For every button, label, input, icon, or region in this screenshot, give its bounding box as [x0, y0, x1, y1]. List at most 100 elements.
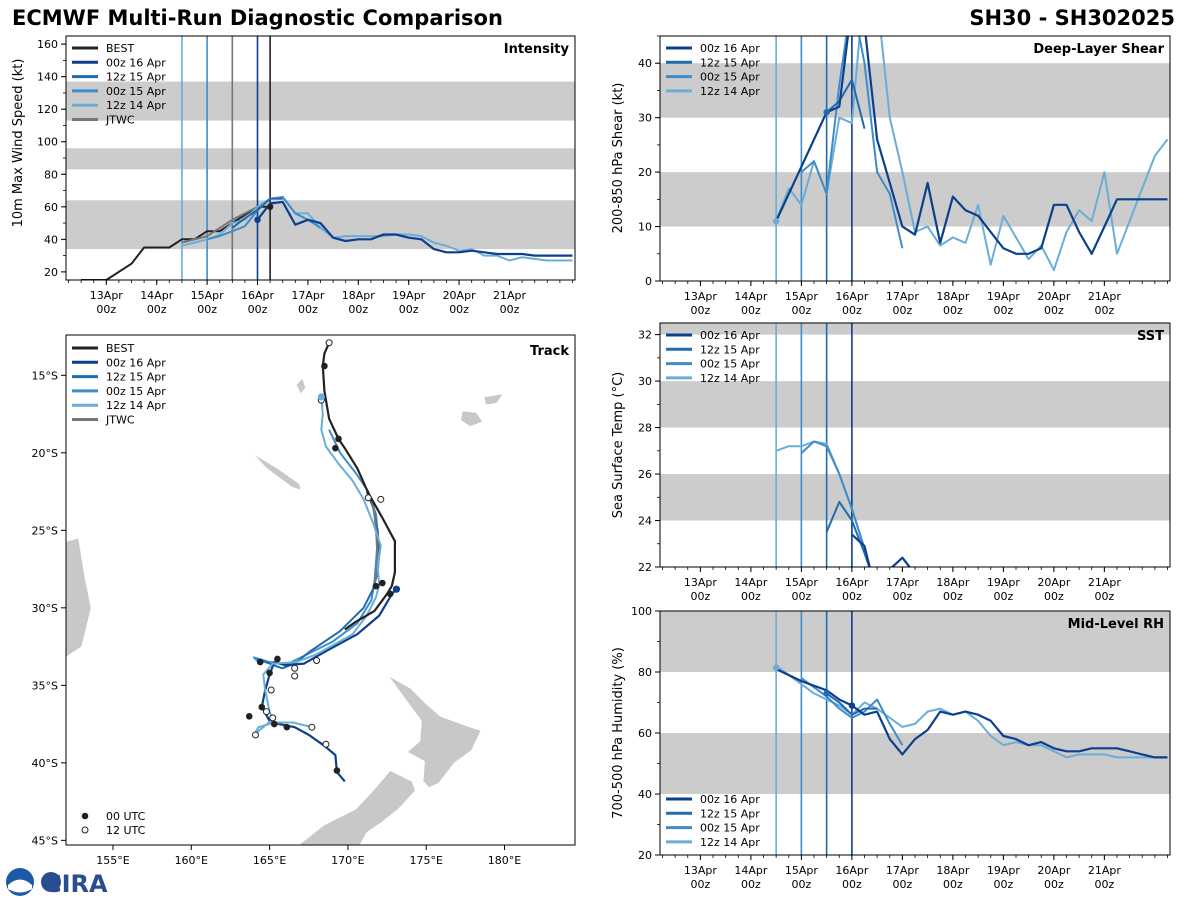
shear-title: Deep-Layer Shear — [1033, 42, 1164, 57]
rh-band — [660, 733, 1170, 794]
rh-legend-label: 12z 14 Apr — [700, 836, 760, 849]
track-legend-label: BEST — [106, 342, 134, 355]
sst-xtick-sublabel: 00z — [691, 590, 711, 603]
sst-ytick-label: 32 — [638, 329, 652, 342]
track-title: Track — [530, 344, 569, 359]
track-series-line — [252, 429, 379, 665]
sst-xtick-label: 13Apr — [684, 576, 718, 589]
rh-chart: 2040608010013Apr00z14Apr00z15Apr00z16Apr… — [611, 605, 1171, 891]
track-point-12utc — [322, 740, 330, 748]
intensity-xtick-sublabel: 00z — [197, 303, 217, 316]
track-ytick-label: 25°S — [32, 524, 58, 537]
sst-legend-label: 00z 15 Apr — [700, 358, 760, 371]
shear-xtick-label: 13Apr — [684, 290, 718, 303]
track-series-line — [260, 587, 398, 783]
intensity-xtick-sublabel: 00z — [96, 303, 116, 316]
track-point-00utc — [266, 669, 273, 677]
intensity-point-marker — [266, 203, 274, 210]
fiji-landmass — [460, 410, 484, 427]
shear-plot-area — [660, 36, 1170, 281]
shear-xtick-sublabel: 00z — [1094, 304, 1114, 317]
shear-xtick-label: 14Apr — [734, 290, 768, 303]
globe-icon — [41, 872, 61, 892]
sst-xtick-sublabel: 00z — [943, 590, 963, 603]
shear-ytick-label: 40 — [638, 57, 652, 70]
track-point-init — [317, 393, 325, 401]
shear-series-line — [775, 36, 1168, 255]
sst-chart: 22242628303213Apr00z14Apr00z15Apr00z16Ap… — [611, 322, 1171, 603]
shear-xtick-sublabel: 00z — [993, 304, 1013, 317]
track-map: 15°S 20°S 25°S 30°S 35°S 40°S 45°S 155°E 160°E 16… — [32, 334, 576, 867]
sst-series-line — [825, 500, 871, 567]
track-xtick-label: 175°E — [409, 854, 442, 867]
track-point-init — [392, 585, 401, 593]
rh-xtick-label: 18Apr — [936, 864, 970, 877]
shear-series-line — [775, 36, 1169, 272]
sst-xtick-label: 14Apr — [734, 576, 768, 589]
intensity-xtick-sublabel: 00z — [500, 303, 520, 316]
track-xtick-label: 165°E — [253, 854, 286, 867]
sst-legend-label: 12z 15 Apr — [700, 343, 760, 356]
shear-xtick-label: 20Apr — [1037, 290, 1071, 303]
track-point-00utc — [333, 767, 341, 774]
intensity-xtick-label: 18Apr — [342, 289, 376, 302]
shear-band — [660, 63, 1170, 118]
intensity-point-marker — [254, 216, 261, 224]
rh-series-line — [775, 668, 1168, 759]
intensity-xtick-sublabel: 00z — [147, 303, 167, 316]
track-ytick-label: 40°S — [32, 757, 58, 770]
intensity-ytick-label: 40 — [44, 233, 58, 246]
vanua-levu-landmass — [483, 393, 504, 406]
shear-xtick-label: 17Apr — [886, 290, 920, 303]
track-xtick-label: 170°E — [331, 854, 364, 867]
shear-ytick-label: 10 — [638, 221, 652, 234]
track-point-00utc — [245, 713, 253, 720]
rh-ytick-label: 60 — [638, 727, 652, 740]
cira-logo: CIRA — [6, 868, 108, 898]
new-zealand-north-island — [388, 675, 482, 788]
shear-xtick-label: 21Apr — [1088, 290, 1122, 303]
track-point-00utc — [386, 590, 394, 598]
track-point-00utc — [274, 655, 281, 663]
sst-xtick-label: 15Apr — [785, 576, 819, 589]
intensity-ytick-label: 60 — [44, 201, 58, 214]
sst-xtick-label: 18Apr — [936, 576, 970, 589]
marker-legend-00utc-label: 00 UTC — [106, 810, 146, 823]
rh-xtick-label: 17Apr — [886, 864, 920, 877]
track-point-12utc — [291, 664, 299, 672]
rh-ylabel: 700-500 hPa Humidity (%) — [611, 647, 626, 819]
sst-band — [660, 381, 1170, 428]
shear-xtick-sublabel: 00z — [791, 304, 811, 317]
sst-band — [660, 474, 1170, 521]
rh-xtick-sublabel: 00z — [842, 878, 862, 891]
rh-ytick-label: 20 — [638, 849, 652, 862]
rh-xtick-sublabel: 00z — [741, 878, 761, 891]
rh-xtick-label: 15Apr — [785, 864, 819, 877]
sst-xtick-label: 19Apr — [987, 576, 1021, 589]
sst-xtick-label: 17Apr — [886, 576, 920, 589]
intensity-xtick-sublabel: 00z — [399, 303, 419, 316]
shear-xtick-label: 16Apr — [835, 290, 869, 303]
sst-xtick-label: 20Apr — [1037, 576, 1071, 589]
shear-ytick-label: 20 — [638, 166, 652, 179]
sst-ylabel: Sea Surface Temp (°C) — [611, 372, 626, 519]
rh-xtick-label: 21Apr — [1088, 864, 1122, 877]
sst-legend-label: 12z 14 Apr — [700, 372, 760, 385]
track-ytick-label: 30°S — [32, 602, 58, 615]
track-point-00utc — [283, 723, 291, 731]
shear-xtick-label: 15Apr — [785, 290, 819, 303]
new-caledonia-landmass — [253, 454, 302, 491]
rh-title: Mid-Level RH — [1068, 617, 1164, 632]
rh-ytick-label: 40 — [638, 788, 652, 801]
rh-legend-label: 00z 15 Apr — [700, 822, 760, 835]
track-point-00utc — [321, 362, 328, 370]
track-xtick-label: 180°E — [488, 854, 521, 867]
rh-plot-area — [660, 611, 1170, 855]
track-legend-label: 00z 16 Apr — [106, 356, 166, 369]
rh-xtick-label: 16Apr — [835, 864, 869, 877]
track-xtick-label: 160°E — [175, 854, 208, 867]
page-title: ECMWF Multi-Run Diagnostic Comparison — [12, 6, 503, 30]
sst-band — [660, 323, 1170, 335]
rh-legend-label: 00z 16 Apr — [700, 793, 760, 806]
rh-xtick-sublabel: 00z — [993, 878, 1013, 891]
